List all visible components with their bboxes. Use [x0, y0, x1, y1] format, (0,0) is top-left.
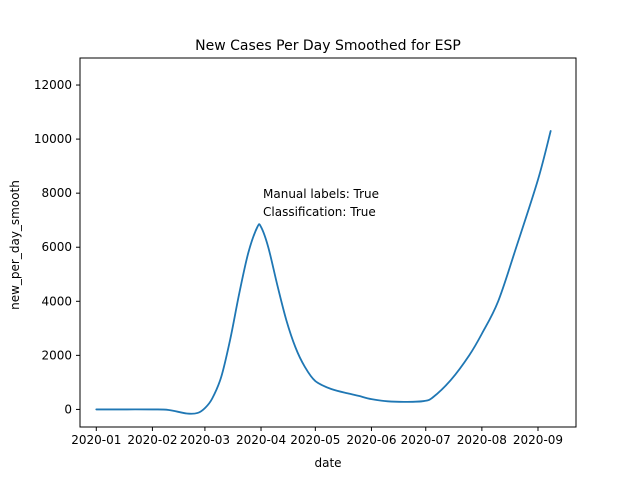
- y-tick-label: 8000: [41, 186, 72, 200]
- x-tick-label: 2020-09: [513, 433, 563, 447]
- x-tick-label: 2020-06: [346, 433, 396, 447]
- x-axis-label: date: [314, 456, 341, 470]
- x-tick-label: 2020-02: [127, 433, 177, 447]
- x-tick-label: 2020-04: [236, 433, 286, 447]
- y-tick-label: 0: [64, 402, 72, 416]
- x-tick-label: 2020-03: [180, 433, 230, 447]
- annotation-manual-labels: Manual labels: True: [263, 187, 379, 201]
- y-tick-label: 6000: [41, 240, 72, 254]
- x-tick-label: 2020-08: [457, 433, 507, 447]
- x-tick-label: 2020-01: [71, 433, 121, 447]
- y-tick-label: 4000: [41, 294, 72, 308]
- x-tick-label: 2020-07: [401, 433, 451, 447]
- y-tick-label: 12000: [34, 78, 72, 92]
- chart-title: New Cases Per Day Smoothed for ESP: [195, 38, 461, 54]
- y-tick-label: 2000: [41, 348, 72, 362]
- x-tick-label: 2020-05: [290, 433, 340, 447]
- y-tick-label: 10000: [34, 132, 72, 146]
- y-axis-label: new_per_day_smooth: [8, 180, 22, 310]
- annotation-classification: Classification: True: [263, 205, 376, 219]
